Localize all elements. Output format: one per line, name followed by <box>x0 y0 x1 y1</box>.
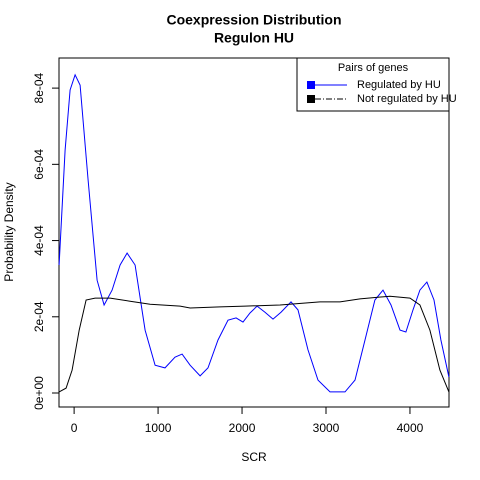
legend-label: Not regulated by HU <box>357 93 457 105</box>
legend-swatch <box>307 95 315 103</box>
x-tick-label: 0 <box>71 421 78 435</box>
legend-label: Regulated by HU <box>357 79 441 91</box>
x-tick-label: 1000 <box>145 421 172 435</box>
legend-swatch <box>307 81 315 89</box>
x-axis-label: SCR <box>241 450 267 464</box>
chart-title: Regulon HU <box>214 30 294 46</box>
y-tick-label: 2e-04 <box>32 301 46 332</box>
chart-title: Coexpression Distribution <box>166 12 341 28</box>
y-tick-label: 0e+00 <box>32 376 46 410</box>
plot-frame <box>58 57 450 408</box>
y-tick-label: 4e-04 <box>32 225 46 256</box>
legend-title: Pairs of genes <box>338 62 409 74</box>
y-tick-label: 6e-04 <box>32 149 46 180</box>
y-tick-label: 8e-04 <box>32 72 46 103</box>
density-line <box>58 73 450 393</box>
density-line <box>58 295 450 393</box>
x-tick-label: 2000 <box>229 421 256 435</box>
y-axis-label: Probability Density <box>2 182 16 281</box>
x-tick-label: 4000 <box>397 421 424 435</box>
x-tick-label: 3000 <box>313 421 340 435</box>
